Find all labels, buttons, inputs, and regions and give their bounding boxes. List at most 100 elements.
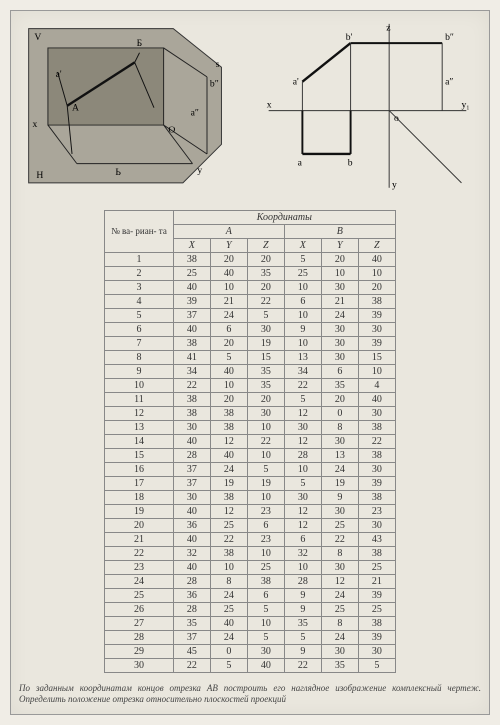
table-cell: 37 — [173, 308, 210, 322]
svg-text:A: A — [72, 103, 79, 114]
table-cell: 38 — [358, 546, 395, 560]
table-cell: 17 — [105, 476, 174, 490]
table-cell: 20 — [247, 392, 284, 406]
table-cell: 21 — [105, 532, 174, 546]
table-row: 262825592525 — [105, 602, 396, 616]
svg-text:y₁: y₁ — [462, 100, 470, 111]
table-cell: 8 — [210, 574, 247, 588]
table-cell: 10 — [284, 308, 321, 322]
table-cell: 5 — [210, 658, 247, 672]
svg-text:a″: a″ — [191, 107, 199, 118]
table-cell: 38 — [210, 490, 247, 504]
table-cell: 20 — [105, 518, 174, 532]
table-cell: 30 — [321, 280, 358, 294]
table-cell: 19 — [247, 476, 284, 490]
table-cell: 12 — [210, 434, 247, 448]
table-cell: 30 — [105, 658, 174, 672]
table-cell: 10 — [247, 448, 284, 462]
table-cell: 40 — [210, 448, 247, 462]
table-cell: 7 — [105, 336, 174, 350]
svg-text:a: a — [298, 158, 303, 169]
table-cell: 10 — [210, 280, 247, 294]
table-cell: 3 — [105, 280, 174, 294]
table-cell: 25 — [247, 560, 284, 574]
coordinates-table: № ва- риан- та Координаты A B X Y Z X Y … — [104, 210, 396, 673]
table-cell: 40 — [358, 252, 395, 266]
table-cell: 25 — [173, 266, 210, 280]
table-cell: 8 — [321, 616, 358, 630]
table-cell: 40 — [173, 532, 210, 546]
table-cell: 40 — [210, 616, 247, 630]
table-cell: 23 — [247, 504, 284, 518]
svg-text:x: x — [33, 119, 38, 130]
table-cell: 39 — [173, 294, 210, 308]
table-cell: 38 — [173, 392, 210, 406]
table-cell: 40 — [173, 434, 210, 448]
diagram-right: z b' b″ a' a″ x o y₁ a b y — [259, 19, 481, 198]
table-cell: 22 — [358, 434, 395, 448]
table-cell: 1 — [105, 252, 174, 266]
table-cell: 9 — [284, 644, 321, 658]
table-cell: 20 — [247, 252, 284, 266]
table-cell: 22 — [247, 294, 284, 308]
table-cell: 15 — [247, 350, 284, 364]
table-cell: 40 — [210, 364, 247, 378]
table-row: 1830381030938 — [105, 490, 396, 504]
table-cell: 32 — [173, 546, 210, 560]
table-cell: 38 — [358, 294, 395, 308]
table-cell: 22 — [105, 546, 174, 560]
col-x2: X — [284, 238, 321, 252]
table-cell: 10 — [284, 280, 321, 294]
table-cell: 35 — [284, 616, 321, 630]
table-cell: 6 — [247, 518, 284, 532]
table-row: 138202052040 — [105, 252, 396, 266]
table-cell: 35 — [173, 616, 210, 630]
table-row: 2254035251010 — [105, 266, 396, 280]
table-cell: 9 — [284, 602, 321, 616]
table-row: 3401020103020 — [105, 280, 396, 294]
table-cell: 22 — [173, 658, 210, 672]
svg-text:a': a' — [293, 77, 299, 88]
table-cell: 23 — [247, 532, 284, 546]
table-cell: 30 — [321, 322, 358, 336]
table-cell: 12 — [284, 518, 321, 532]
table-row: 537245102439 — [105, 308, 396, 322]
table-cell: 22 — [284, 658, 321, 672]
table-cell: 38 — [173, 252, 210, 266]
table-cell: 38 — [210, 406, 247, 420]
table-cell: 19 — [247, 336, 284, 350]
table-cell: 39 — [358, 336, 395, 350]
table-cell: 28 — [173, 574, 210, 588]
table-cell: 10 — [358, 266, 395, 280]
coords-header: Координаты — [173, 210, 395, 224]
table-cell: 10 — [105, 378, 174, 392]
table-cell: 14 — [105, 434, 174, 448]
table-cell: 35 — [321, 378, 358, 392]
table-cell: 12 — [105, 406, 174, 420]
table-cell: 9 — [284, 322, 321, 336]
table-cell: 24 — [321, 588, 358, 602]
table-cell: 22 — [210, 532, 247, 546]
svg-text:z: z — [387, 23, 391, 34]
table-cell: 5 — [358, 658, 395, 672]
table-cell: 40 — [173, 322, 210, 336]
table-cell: 30 — [358, 406, 395, 420]
table-row: 294503093030 — [105, 644, 396, 658]
table-cell: 8 — [321, 420, 358, 434]
table-cell: 6 — [210, 322, 247, 336]
table-cell: 5 — [284, 252, 321, 266]
table-cell: 30 — [358, 322, 395, 336]
table-cell: 19 — [210, 476, 247, 490]
diagram-left: V Б a' x A H Ь a″ b″ s O y — [19, 19, 241, 198]
table-cell: 22 — [247, 434, 284, 448]
table-cell: 35 — [247, 266, 284, 280]
svg-text:x: x — [267, 100, 272, 111]
table-row: 302254022355 — [105, 658, 396, 672]
table-cell: 38 — [210, 420, 247, 434]
table-cell: 28 — [284, 574, 321, 588]
svg-text:s: s — [216, 59, 220, 70]
table-cell: 30 — [321, 644, 358, 658]
table-cell: 43 — [358, 532, 395, 546]
table-cell: 38 — [358, 490, 395, 504]
table-cell: 12 — [210, 504, 247, 518]
